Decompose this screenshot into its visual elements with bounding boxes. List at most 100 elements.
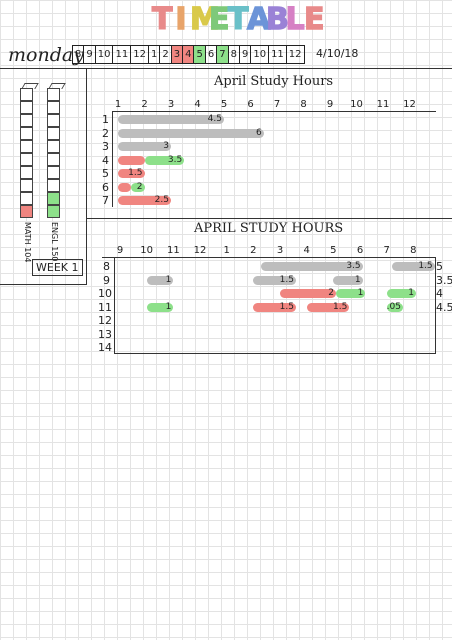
- title-letter: E: [303, 1, 325, 37]
- tracker-segment: [20, 88, 33, 101]
- bar: 1: [333, 275, 363, 285]
- x-tick-label: 11: [376, 99, 390, 110]
- x-tick-label: 5: [220, 99, 228, 110]
- bar: 3.5: [144, 155, 185, 165]
- row-label: 14: [98, 341, 112, 354]
- hour-cell: 12: [288, 49, 302, 60]
- tracker-segment: [20, 114, 33, 127]
- x-tick-label: 12: [193, 245, 207, 256]
- tracker-segment: [47, 101, 60, 114]
- tracker-segment: [20, 166, 33, 179]
- section-divider: [86, 218, 452, 219]
- row-label: 8: [103, 260, 110, 273]
- x-tick-label: 8: [300, 99, 307, 110]
- tracker-segment: [47, 140, 60, 153]
- tracker-segment: [20, 179, 33, 192]
- chart1-title: April Study Hours: [214, 74, 334, 89]
- hour-cell: 2: [160, 46, 172, 63]
- chart2-axis-top: [102, 257, 436, 258]
- x-tick-label: 3: [167, 99, 175, 110]
- row-total: 3.5: [436, 273, 452, 287]
- hour-cell: 9: [240, 46, 252, 63]
- x-tick-label: 2: [250, 245, 257, 256]
- hour-cell: 10: [251, 46, 270, 63]
- x-tick-label: 7: [273, 99, 281, 110]
- x-tick-label: 3: [276, 245, 284, 256]
- row-total: 5: [436, 260, 443, 273]
- tracker-bottom-divider: [0, 284, 87, 285]
- x-tick-label: 4: [303, 245, 310, 256]
- title-letter: T: [227, 1, 249, 37]
- row-label: 10: [98, 287, 112, 300]
- bar: 1: [386, 289, 416, 298]
- date-label: 4/10/18: [316, 47, 359, 60]
- hour-cell: 8: [73, 46, 85, 63]
- row-label: 7: [102, 194, 109, 207]
- row-total: 4: [436, 287, 443, 300]
- tracker-segment: [20, 153, 33, 166]
- hour-cell: 9: [84, 46, 96, 63]
- x-tick-label: 1: [223, 245, 230, 256]
- x-tick-label: 12: [403, 99, 416, 110]
- row-total: 4.5: [436, 300, 452, 314]
- hour-cell: 11: [113, 46, 132, 63]
- bar: 1: [146, 302, 174, 312]
- bar: [118, 182, 132, 192]
- hour-cell: 4: [183, 46, 195, 63]
- x-tick-label: 7: [383, 245, 390, 256]
- x-tick-label: 9: [116, 245, 124, 256]
- x-tick-label: 10: [140, 245, 154, 256]
- x-tick-label: 6: [247, 99, 254, 110]
- chart1-axis-top: [112, 111, 436, 112]
- x-tick-label: 8: [410, 245, 417, 256]
- tracker-segment: [20, 140, 33, 153]
- day-label: monday: [8, 44, 84, 66]
- tracker-segment: [47, 166, 60, 179]
- title-letter: E: [208, 1, 230, 37]
- tracker-segment: [47, 127, 60, 140]
- tracker-segment: [20, 192, 33, 205]
- tracker-segment: [47, 205, 60, 218]
- chart2-axis-left: [114, 257, 115, 353]
- chart2-title: APRIL STUDY HOURS: [194, 221, 344, 236]
- bar: .05: [386, 301, 403, 312]
- title-letter: T: [151, 1, 173, 37]
- bar: 2: [280, 289, 336, 298]
- tracker-divider: [86, 68, 87, 284]
- tracker-segment: [47, 114, 60, 127]
- hour-cell: 12: [131, 46, 149, 63]
- bar: 1.5: [253, 275, 296, 285]
- hour-cell: 11: [269, 46, 287, 63]
- hour-cell: 6: [206, 46, 218, 63]
- bar: 3.5: [261, 262, 363, 271]
- bar: 1.5: [118, 169, 145, 178]
- title-letter: A: [246, 1, 271, 37]
- row-label: 5: [102, 167, 109, 180]
- tracker-segment: [20, 127, 33, 140]
- row-label: 9: [103, 273, 110, 287]
- tracker-label: MATH 104: [23, 222, 32, 263]
- title-letter: I: [175, 1, 188, 37]
- hour-strip: 8 9 10 11 12 1 2 3 4 5 6 7 8 9 10 11 12: [72, 45, 305, 64]
- row-label: 6: [102, 180, 109, 194]
- hour-cell: 5: [194, 46, 206, 63]
- tracker-segment: [20, 205, 33, 218]
- x-tick-label: 6: [356, 245, 364, 256]
- x-tick-label: 9: [326, 99, 334, 110]
- bar: 3: [118, 142, 171, 151]
- title-letter: B: [265, 1, 289, 37]
- tracker-segment: [47, 88, 60, 101]
- bar: 2: [131, 182, 145, 192]
- header-divider: [0, 68, 452, 69]
- x-tick-label: 4: [194, 99, 201, 110]
- tracker-segment: [20, 101, 33, 114]
- row-label: 2: [102, 126, 109, 140]
- tracker-segment: [47, 179, 60, 192]
- row-label: 11: [98, 300, 112, 314]
- row-label: 3: [102, 140, 109, 153]
- bar: 2.5: [118, 196, 171, 205]
- x-tick-label: 11: [166, 245, 180, 256]
- row-label: 4: [102, 153, 109, 167]
- tracker-segment: [47, 153, 60, 166]
